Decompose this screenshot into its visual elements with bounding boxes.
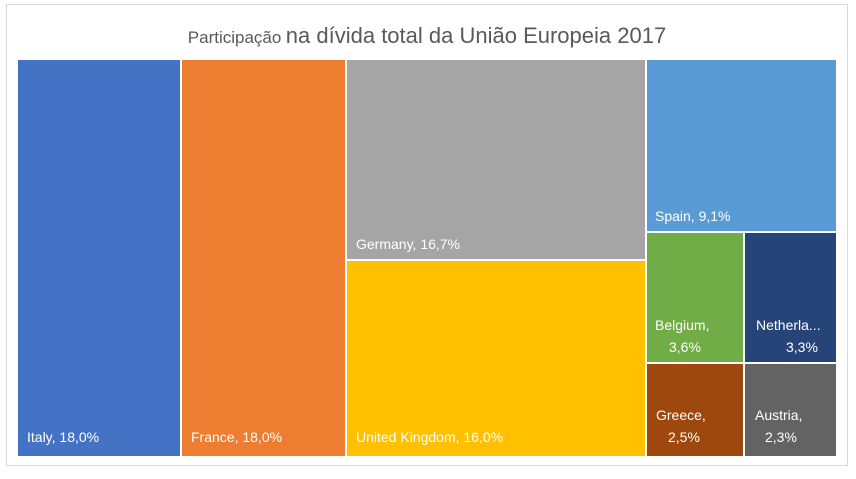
treemap-tile-germany[interactable]: Germany, 16,7% xyxy=(346,59,646,260)
treemap-label-line: 3,3% xyxy=(786,339,818,355)
treemap-tile-greece[interactable]: Greece, 2,5% xyxy=(646,363,744,457)
treemap-label-germany: Germany, 16,7% xyxy=(356,233,460,255)
treemap-label-netherlands: Netherla... 3,3% xyxy=(756,314,821,358)
treemap-label-line: Spain, 9,1% xyxy=(655,208,731,224)
treemap-label-italy: Italy, 18,0% xyxy=(27,426,99,448)
treemap-tile-italy[interactable]: Italy, 18,0% xyxy=(17,59,181,457)
treemap-label-line: Greece, xyxy=(656,407,706,423)
treemap-tile-netherlands[interactable]: Netherla... 3,3% xyxy=(744,232,837,363)
treemap-tile-spain[interactable]: Spain, 9,1% xyxy=(646,59,837,232)
treemap-label-line: Belgium, xyxy=(655,317,710,333)
chart-title: Participação na dívida total da União Eu… xyxy=(7,23,847,49)
treemap-label-line: 2,5% xyxy=(668,429,700,445)
treemap-label-line: Netherla... xyxy=(756,317,821,333)
treemap-tile-france[interactable]: France, 18,0% xyxy=(181,59,346,457)
treemap-label-line: United Kingdom, 16,0% xyxy=(356,429,504,445)
treemap-label-belgium: Belgium, 3,6% xyxy=(655,314,709,358)
treemap-label-greece: Greece, 2,5% xyxy=(656,404,706,448)
treemap-label-spain: Spain, 9,1% xyxy=(655,205,731,227)
treemap-label-united-kingdom: United Kingdom, 16,0% xyxy=(356,426,503,448)
treemap-label-line: 3,6% xyxy=(669,339,701,355)
treemap-label-line: Austria, xyxy=(755,407,803,423)
chart-title-part2: na dívida total da União Europeia 2017 xyxy=(285,23,667,48)
treemap-label-line: 2,3% xyxy=(765,429,797,445)
chart-title-part1: Participação xyxy=(187,28,282,47)
treemap-label-france: France, 18,0% xyxy=(191,426,282,448)
treemap-label-line: Italy, 18,0% xyxy=(27,429,100,445)
treemap-tile-austria[interactable]: Austria, 2,3% xyxy=(744,363,837,457)
treemap-tile-united-kingdom[interactable]: United Kingdom, 16,0% xyxy=(346,260,646,457)
treemap-label-line: Germany, 16,7% xyxy=(356,236,461,252)
treemap-label-line: France, 18,0% xyxy=(191,429,283,445)
treemap-label-austria: Austria, 2,3% xyxy=(755,404,802,448)
treemap-tile-belgium[interactable]: Belgium, 3,6% xyxy=(646,232,744,363)
